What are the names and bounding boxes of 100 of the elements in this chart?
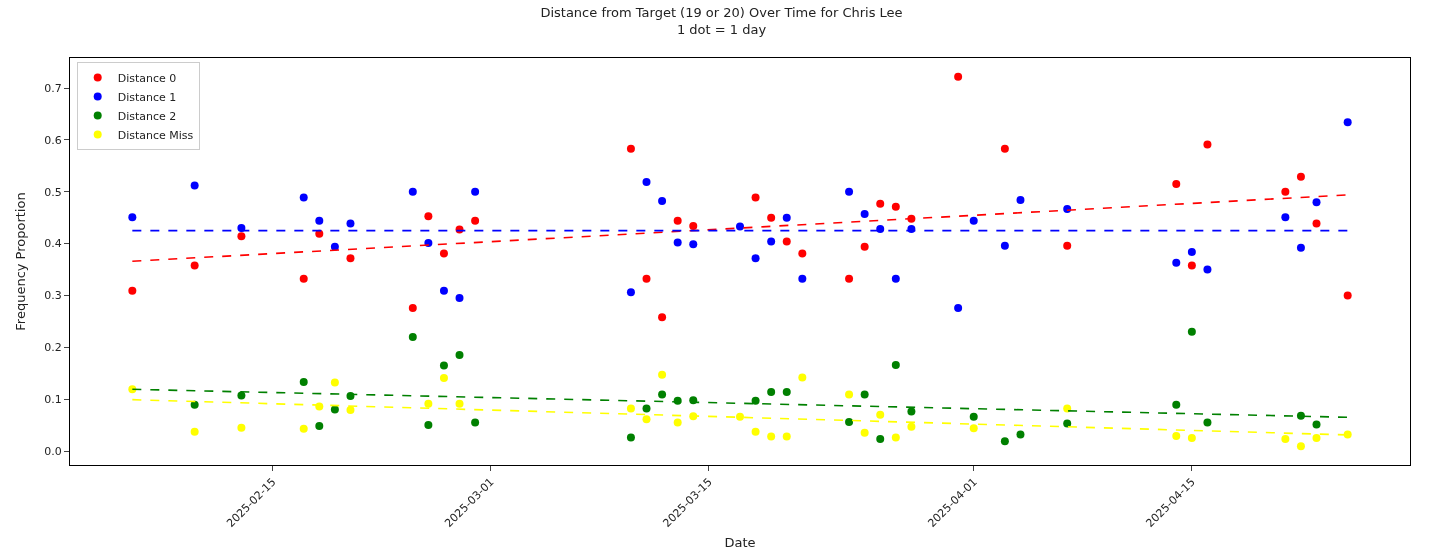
point <box>1343 118 1352 127</box>
point <box>845 390 854 399</box>
point <box>1281 187 1290 196</box>
point <box>1172 258 1181 267</box>
point <box>798 373 807 382</box>
point <box>1296 243 1305 252</box>
point <box>1187 327 1196 336</box>
chart-title: Distance from Target (19 or 20) Over Time for Chris Lee <box>540 4 903 20</box>
point <box>455 294 464 303</box>
point <box>642 415 651 424</box>
point <box>907 407 916 416</box>
point <box>1000 437 1009 446</box>
point <box>190 181 199 190</box>
point <box>330 378 339 387</box>
legend-label: Distance 2 <box>117 109 177 123</box>
point <box>891 433 900 442</box>
point <box>969 412 978 421</box>
point <box>954 72 963 81</box>
point <box>642 274 651 283</box>
point <box>1187 261 1196 270</box>
x-axis-title: Date <box>724 534 756 550</box>
y-axis-title: Frequency Proportion <box>13 192 29 331</box>
point <box>767 387 776 396</box>
point <box>876 199 885 208</box>
point <box>845 274 854 283</box>
point <box>1016 196 1025 205</box>
point <box>845 187 854 196</box>
point <box>1296 442 1305 451</box>
y-tick-label: 0.5 <box>44 185 62 199</box>
point <box>860 210 869 219</box>
point <box>1203 265 1212 274</box>
point <box>798 249 807 258</box>
point <box>1063 241 1072 250</box>
point <box>658 390 667 399</box>
point <box>346 254 355 263</box>
point <box>907 225 916 234</box>
point <box>299 378 308 387</box>
y-tick-label: 0.4 <box>44 237 62 251</box>
point <box>673 418 682 427</box>
point <box>1016 430 1025 439</box>
point <box>626 433 635 442</box>
point <box>767 213 776 222</box>
point <box>954 303 963 312</box>
point <box>1296 411 1305 420</box>
point <box>689 240 698 249</box>
point <box>237 232 246 241</box>
point <box>736 222 744 231</box>
y-tick-label: 0.1 <box>44 393 62 406</box>
point <box>439 361 448 370</box>
point <box>237 423 246 432</box>
point <box>299 424 308 433</box>
point <box>626 144 635 153</box>
point <box>782 387 791 396</box>
point <box>689 221 698 230</box>
point <box>658 370 667 379</box>
point <box>346 406 355 415</box>
point <box>471 187 480 196</box>
y-tick-label: 0.3 <box>44 289 62 303</box>
point <box>782 432 791 441</box>
point <box>1172 179 1181 188</box>
point <box>969 424 978 433</box>
point <box>408 187 417 196</box>
point <box>190 427 199 436</box>
point <box>1000 241 1009 250</box>
point <box>330 405 339 414</box>
point <box>1000 144 1009 153</box>
legend-label: Distance 0 <box>117 71 177 85</box>
point <box>237 391 246 400</box>
point <box>673 216 682 225</box>
point <box>751 254 760 263</box>
point <box>424 212 433 221</box>
point <box>424 421 433 430</box>
point <box>891 360 900 369</box>
point <box>128 286 137 295</box>
point <box>751 427 760 436</box>
point <box>315 422 324 431</box>
point <box>190 400 199 409</box>
point <box>860 428 869 437</box>
point <box>642 177 651 186</box>
point <box>455 399 464 408</box>
point <box>891 202 900 211</box>
point <box>736 412 744 421</box>
point <box>408 332 417 341</box>
point <box>1172 400 1181 409</box>
point <box>969 216 978 225</box>
point <box>751 396 760 405</box>
point <box>1312 420 1321 429</box>
point <box>907 422 916 431</box>
point <box>299 193 308 202</box>
point <box>471 418 480 427</box>
point <box>439 249 448 258</box>
point <box>876 435 885 444</box>
point <box>1172 431 1181 440</box>
y-tick-label: 0.7 <box>44 81 62 95</box>
point <box>1063 419 1072 428</box>
point <box>891 274 900 283</box>
point <box>424 399 433 408</box>
point <box>439 373 448 382</box>
point <box>642 404 651 413</box>
point <box>860 390 869 399</box>
